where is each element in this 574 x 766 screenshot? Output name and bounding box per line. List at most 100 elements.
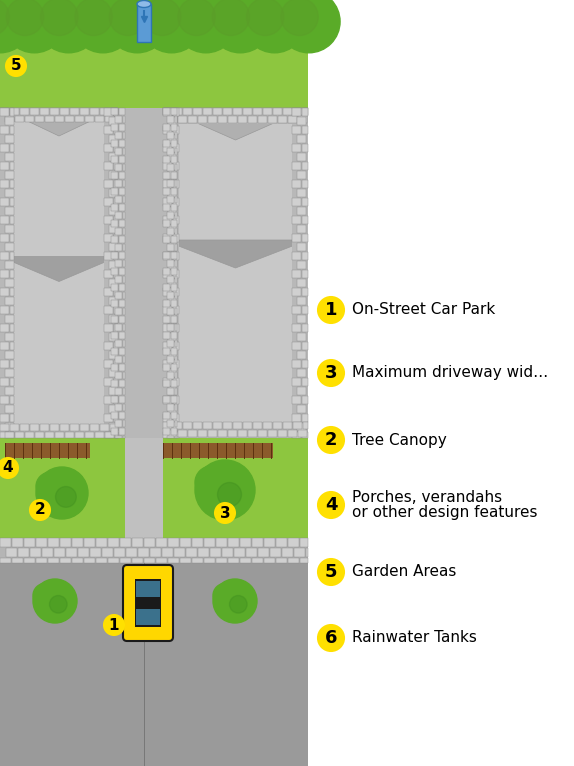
Bar <box>223 422 231 428</box>
Bar <box>0 108 9 114</box>
Bar <box>171 284 177 290</box>
Bar <box>297 171 305 178</box>
Bar <box>168 297 176 305</box>
Bar <box>114 144 118 152</box>
Bar <box>293 108 301 114</box>
Bar <box>302 126 308 133</box>
Bar <box>302 144 308 152</box>
Bar <box>302 270 308 277</box>
Bar <box>115 132 122 139</box>
Bar <box>104 234 113 241</box>
Bar <box>45 116 53 122</box>
Bar <box>228 538 239 546</box>
Bar <box>163 360 172 368</box>
Bar <box>55 116 64 122</box>
Bar <box>10 198 14 205</box>
Bar <box>173 270 179 277</box>
Bar <box>0 424 118 438</box>
Bar <box>10 432 14 438</box>
Bar <box>297 153 305 161</box>
Bar <box>171 188 177 195</box>
Bar <box>126 548 137 557</box>
Text: Maximum driveway wid…: Maximum driveway wid… <box>352 365 548 381</box>
Bar <box>302 342 308 349</box>
Bar <box>163 364 169 371</box>
Bar <box>123 212 125 218</box>
Bar <box>104 126 113 133</box>
Bar <box>119 332 125 339</box>
Bar <box>253 108 262 114</box>
Bar <box>276 558 286 563</box>
Bar <box>297 243 305 250</box>
Bar <box>114 216 118 224</box>
Bar <box>111 348 118 355</box>
Bar <box>10 270 14 277</box>
Bar <box>171 220 177 227</box>
Bar <box>163 252 169 258</box>
Bar <box>163 316 169 322</box>
Circle shape <box>230 595 247 613</box>
Bar <box>252 538 262 546</box>
Bar <box>175 356 177 362</box>
Bar <box>30 108 38 114</box>
Circle shape <box>318 360 344 386</box>
Bar <box>48 538 59 546</box>
Bar <box>115 180 122 186</box>
Bar <box>0 144 9 152</box>
Bar <box>110 424 118 430</box>
Bar <box>163 422 172 428</box>
Bar <box>10 396 14 404</box>
Bar <box>75 116 83 122</box>
Bar <box>115 420 122 427</box>
Circle shape <box>209 0 272 53</box>
Circle shape <box>141 0 203 53</box>
Bar <box>163 234 172 241</box>
Bar <box>111 268 118 274</box>
Bar <box>288 538 298 546</box>
Circle shape <box>318 427 344 453</box>
Bar <box>173 288 179 296</box>
Bar <box>109 243 118 250</box>
Bar <box>163 198 172 205</box>
Polygon shape <box>0 108 118 136</box>
Bar <box>292 378 301 385</box>
Bar <box>119 364 125 371</box>
Bar <box>175 148 177 155</box>
Circle shape <box>49 595 67 613</box>
Bar <box>222 548 232 557</box>
Bar <box>248 116 257 123</box>
Bar <box>5 189 14 197</box>
Bar <box>180 538 191 546</box>
Bar <box>123 228 125 234</box>
Bar <box>12 558 22 563</box>
Bar <box>303 108 308 114</box>
Bar <box>119 156 125 162</box>
Bar <box>228 430 236 437</box>
Circle shape <box>195 466 228 499</box>
Bar <box>111 380 118 387</box>
Bar <box>173 324 179 332</box>
Bar <box>297 351 305 358</box>
Bar <box>292 144 301 152</box>
Bar <box>171 316 177 322</box>
Circle shape <box>56 486 76 507</box>
Bar <box>168 315 176 322</box>
Bar <box>119 204 125 211</box>
Bar <box>95 432 103 438</box>
Bar <box>273 422 281 428</box>
Bar <box>10 306 14 313</box>
Bar <box>163 443 273 458</box>
Bar <box>80 108 88 114</box>
Bar <box>163 108 308 124</box>
Bar <box>167 116 173 123</box>
Circle shape <box>195 460 255 520</box>
Bar <box>171 236 177 243</box>
Bar <box>204 558 215 563</box>
Bar <box>173 108 181 114</box>
Bar <box>183 422 192 428</box>
Bar <box>12 538 22 546</box>
Bar <box>100 108 108 114</box>
Bar <box>163 172 169 178</box>
Bar <box>104 306 113 313</box>
Circle shape <box>220 486 247 512</box>
